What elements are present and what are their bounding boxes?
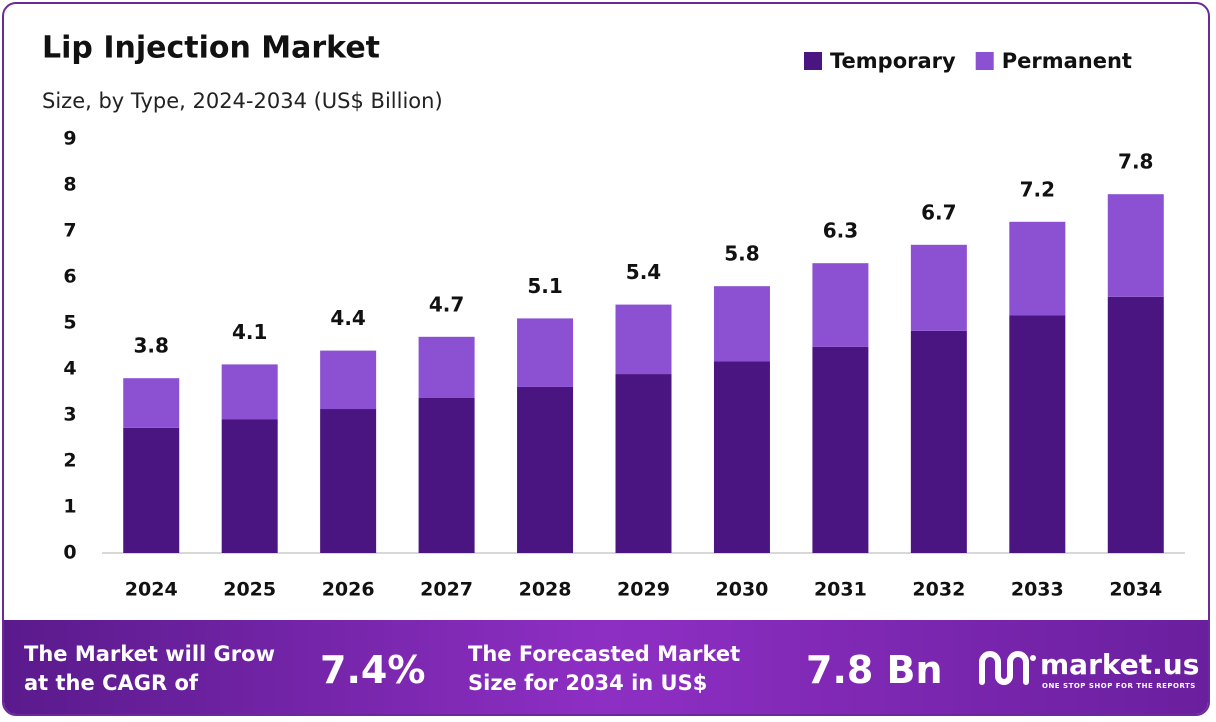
y-tick-label: 8 xyxy=(63,174,76,196)
legend-label: Temporary xyxy=(830,49,956,73)
y-tick-label: 6 xyxy=(63,266,76,288)
bar-segment xyxy=(320,350,377,410)
bar-segment xyxy=(1107,296,1164,553)
total-label: 4.4 xyxy=(330,306,365,330)
y-tick-label: 7 xyxy=(63,220,76,242)
forecast-value: 7.8 Bn xyxy=(806,648,943,692)
chart: Lip Injection Market Size, by Type, 2024… xyxy=(42,31,1185,601)
bar-segment xyxy=(713,286,770,362)
x-tick-label: 2027 xyxy=(420,579,473,601)
cagr-text: The Market will Grow at the CAGR of xyxy=(24,640,275,698)
bar-segment xyxy=(418,336,475,398)
bar-segment xyxy=(320,409,377,553)
bar-segment xyxy=(123,378,180,428)
cagr-value: 7.4% xyxy=(320,648,426,692)
total-label: 6.3 xyxy=(823,219,858,243)
bar-segment xyxy=(713,361,770,553)
bar-segment xyxy=(1107,194,1164,297)
x-tick-label: 2029 xyxy=(617,579,670,601)
total-label: 6.7 xyxy=(921,200,956,224)
total-label: 5.4 xyxy=(626,260,661,284)
logo-icon xyxy=(979,651,1036,685)
total-label: 7.2 xyxy=(1020,177,1055,201)
bar-segment xyxy=(615,374,672,553)
x-tick-label: 2034 xyxy=(1109,579,1162,601)
legend-label: Permanent xyxy=(1002,49,1132,73)
forecast-line: The Forecasted Market xyxy=(468,642,741,666)
bar-segment xyxy=(517,318,574,387)
bar-segment xyxy=(517,386,574,553)
y-tick-label: 1 xyxy=(63,496,76,518)
total-label: 5.1 xyxy=(527,274,562,298)
forecast-line: Size for 2034 in US$ xyxy=(468,671,708,695)
total-label: 7.8 xyxy=(1118,150,1153,174)
bar-segment xyxy=(910,244,967,331)
y-tick-label: 2 xyxy=(63,450,76,472)
total-label: 3.8 xyxy=(134,334,169,358)
footer-banner: The Market will Grow at the CAGR of 7.4%… xyxy=(4,620,1208,714)
bar-segment xyxy=(418,397,475,553)
bar-segment xyxy=(221,364,278,420)
chart-subtitle: Size, by Type, 2024-2034 (US$ Billion) xyxy=(42,89,443,113)
x-tick-label: 2026 xyxy=(322,579,375,601)
cagr-line: at the CAGR of xyxy=(24,671,199,695)
x-tick-label: 2028 xyxy=(519,579,572,601)
cagr-line: The Market will Grow xyxy=(24,642,275,666)
y-tick-label: 9 xyxy=(63,128,76,150)
y-tick-label: 5 xyxy=(63,312,76,334)
x-tick-label: 2030 xyxy=(716,579,769,601)
bar-segment xyxy=(221,419,278,553)
bar-segment xyxy=(910,330,967,553)
x-tick-label: 2032 xyxy=(912,579,965,601)
x-tick-label: 2033 xyxy=(1011,579,1064,601)
legend-swatch xyxy=(804,52,822,70)
bar-segment xyxy=(812,263,869,347)
total-label: 4.7 xyxy=(429,292,464,316)
y-tick-label: 0 xyxy=(63,542,76,564)
chart-title: Lip Injection Market xyxy=(42,31,380,66)
y-tick-label: 3 xyxy=(63,404,76,426)
bar-segment xyxy=(615,304,672,375)
logo-text: market.us xyxy=(1040,648,1200,681)
logo-tagline: ONE STOP SHOP FOR THE REPORTS xyxy=(1042,682,1196,690)
legend-swatch xyxy=(975,52,994,70)
bar-segment xyxy=(123,427,180,553)
total-label: 5.8 xyxy=(724,242,759,266)
total-label: 4.1 xyxy=(232,320,267,344)
bar-segment xyxy=(812,346,869,553)
bar-segment xyxy=(1009,221,1066,316)
x-tick-label: 2024 xyxy=(125,579,178,601)
forecast-text: The Forecasted Market Size for 2034 in U… xyxy=(468,640,740,698)
y-tick-label: 4 xyxy=(63,358,76,380)
x-tick-label: 2031 xyxy=(814,579,867,601)
bar-segment xyxy=(1009,315,1066,553)
x-tick-label: 2025 xyxy=(223,579,276,601)
